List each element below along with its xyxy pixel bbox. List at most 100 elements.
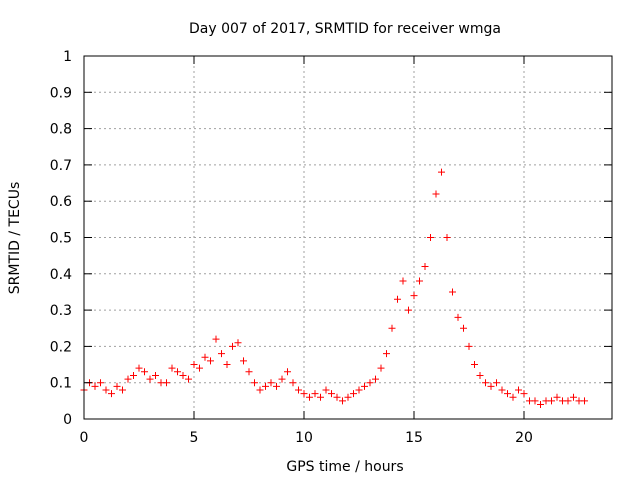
x-tick-label: 20 [515, 430, 533, 446]
y-tick-label: 0.2 [50, 339, 72, 355]
data-point [218, 350, 225, 358]
data-point [179, 371, 187, 379]
data-point [399, 277, 407, 285]
data-point [372, 375, 379, 383]
data-point [427, 234, 434, 241]
data-point [355, 386, 363, 394]
data-point [322, 386, 330, 394]
x-tick-label: 5 [190, 430, 199, 446]
data-point [284, 368, 291, 376]
y-tick-label: 0.1 [50, 376, 72, 392]
data-point [141, 368, 148, 376]
data-point [432, 190, 440, 198]
data-point [306, 393, 313, 401]
data-point [531, 397, 539, 405]
data-point [493, 379, 500, 387]
data-point [405, 306, 412, 314]
data-point [267, 379, 275, 387]
data-point [438, 168, 445, 176]
data-point [190, 361, 198, 369]
data-point [146, 375, 154, 383]
data-point [443, 234, 451, 241]
data-point [168, 364, 176, 372]
data-point [300, 390, 308, 398]
tick-labels: 00.10.20.30.40.50.60.70.80.910 5 10 15 20 [50, 49, 533, 446]
data-point [245, 368, 253, 376]
data-point [201, 353, 209, 361]
x-tick-label: 0 [80, 430, 89, 446]
data-point [383, 350, 390, 358]
y-tick-label: 1 [63, 49, 72, 65]
plot-border [83, 55, 613, 420]
data-point [465, 342, 473, 350]
data-point [91, 382, 99, 390]
data-point [119, 386, 126, 394]
data-point [256, 386, 264, 394]
data-point [262, 382, 269, 390]
data-point [498, 386, 506, 394]
data-point [196, 364, 203, 372]
data-point [289, 379, 297, 387]
data-point [416, 277, 423, 285]
data-point [251, 379, 258, 387]
data-point [234, 339, 242, 347]
data-point [394, 295, 401, 303]
data-point [388, 324, 396, 332]
data-point [476, 371, 484, 379]
data-point [504, 390, 511, 398]
x-tick-label: 10 [295, 430, 313, 446]
data-point [482, 379, 489, 387]
data-point [240, 357, 247, 365]
data-point [124, 375, 132, 383]
grid-lines [84, 56, 612, 419]
data-point [135, 364, 143, 372]
data-point [113, 382, 121, 390]
data-point [163, 379, 170, 387]
y-tick-label: 0.9 [50, 85, 72, 101]
data-point [108, 390, 115, 398]
data-point [212, 335, 220, 343]
y-tick-label: 0.5 [50, 231, 72, 247]
y-tick-label: 0.6 [50, 194, 72, 210]
data-point [278, 375, 286, 383]
y-tick-label: 0.7 [50, 158, 72, 174]
data-point [449, 288, 456, 296]
data-point [223, 361, 231, 369]
x-axis-label: GPS time / hours [286, 459, 403, 475]
data-point [553, 393, 561, 401]
data-point [454, 313, 462, 321]
data-point [377, 364, 385, 372]
data-point [207, 357, 214, 365]
data-point [509, 393, 517, 401]
data-point [328, 390, 335, 398]
data-point [174, 368, 181, 376]
data-point [570, 393, 577, 401]
data-point [366, 379, 374, 387]
data-point [410, 292, 418, 300]
data-point [460, 324, 467, 332]
data-point [130, 371, 137, 379]
data-point [185, 375, 192, 383]
y-tick-label: 0 [63, 412, 72, 428]
y-tick-label: 0.3 [50, 303, 72, 319]
y-tick-label: 0.8 [50, 122, 72, 138]
data-point [344, 393, 352, 401]
data-point [339, 397, 346, 405]
data-point [295, 386, 302, 394]
data-point [350, 390, 357, 398]
data-point [548, 397, 555, 405]
data-point [333, 393, 341, 401]
data-point [564, 397, 572, 405]
x-tick-label: 15 [405, 430, 423, 446]
chart-title: Day 007 of 2017, SRMTID for receiver wmg… [189, 21, 501, 37]
data-point [487, 382, 495, 390]
data-points [80, 168, 588, 408]
data-point [102, 386, 110, 394]
data-point [152, 371, 159, 379]
data-point [537, 400, 544, 408]
data-point [581, 397, 588, 405]
data-point [311, 390, 319, 398]
data-point [421, 263, 429, 271]
plot-frame [83, 55, 613, 420]
